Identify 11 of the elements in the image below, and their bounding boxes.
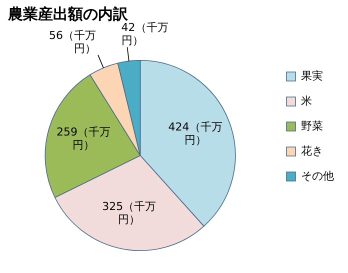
chart-title: 農業産出額の内訳 xyxy=(7,4,129,23)
data-label: 259（千万円） xyxy=(56,126,111,152)
data-label: 424（千万円） xyxy=(168,120,222,147)
data-label: 325（千万円） xyxy=(102,200,156,226)
data-label: 42（千万円） xyxy=(121,21,168,48)
legend-label: 果実 xyxy=(301,69,323,82)
legend-label: 花き xyxy=(301,144,323,158)
legend-label: 野菜 xyxy=(301,119,323,132)
legend-label: 米 xyxy=(301,94,312,108)
legend-label: その他 xyxy=(301,169,334,182)
data-label: 56（千万円） xyxy=(49,28,96,55)
